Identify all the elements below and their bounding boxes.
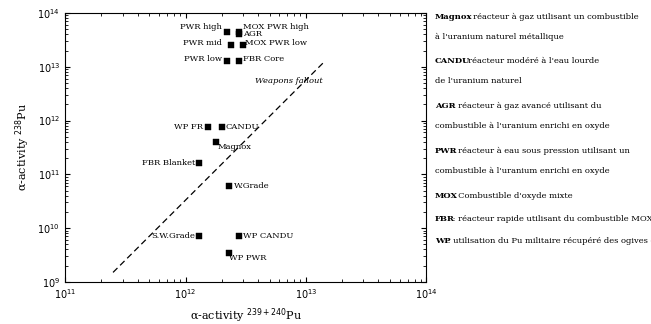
Text: : réacteur à eau sous pression utilisant un: : réacteur à eau sous pression utilisant…	[450, 147, 630, 155]
Text: PWR low: PWR low	[184, 55, 222, 63]
Text: MOX PWR low: MOX PWR low	[245, 39, 307, 47]
Text: de l'uranium naturel: de l'uranium naturel	[435, 77, 522, 86]
Text: MOX: MOX	[435, 192, 458, 200]
Text: : Combustible d'oxyde mixte: : Combustible d'oxyde mixte	[450, 192, 573, 200]
Text: : réacteur rapide utilisant du combustible MOX: : réacteur rapide utilisant du combustib…	[450, 214, 651, 223]
Text: PWR mid: PWR mid	[183, 39, 222, 47]
Text: : réacteur à gaz avancé utilisant du: : réacteur à gaz avancé utilisant du	[450, 102, 602, 110]
Text: combustible à l'uranium enrichi en oxyde: combustible à l'uranium enrichi en oxyde	[435, 122, 610, 130]
Text: MOX PWR high: MOX PWR high	[243, 23, 309, 31]
Text: WP: WP	[435, 237, 450, 245]
Y-axis label: α-activity $^{238}$Pu: α-activity $^{238}$Pu	[13, 103, 32, 191]
Text: Weapons fallout: Weapons fallout	[255, 77, 323, 86]
Text: S.W.Grade: S.W.Grade	[151, 232, 195, 240]
Text: PWR: PWR	[435, 147, 458, 155]
Text: : utilisation du Pu militaire récupéré des ogives démontées: : utilisation du Pu militaire récupéré d…	[445, 237, 651, 245]
Text: : réacteur modéré à l'eau lourde: : réacteur modéré à l'eau lourde	[460, 57, 599, 65]
Text: FBR Blanket: FBR Blanket	[142, 159, 195, 167]
Text: WP CANDU: WP CANDU	[243, 232, 294, 240]
Text: PWR high: PWR high	[180, 23, 222, 31]
Text: AGR: AGR	[435, 102, 456, 110]
Text: combustible à l'uranium enrichi en oxyde: combustible à l'uranium enrichi en oxyde	[435, 167, 610, 175]
Text: : réacteur à gaz utilisant un combustible: : réacteur à gaz utilisant un combustibl…	[465, 13, 639, 21]
Text: CANDU: CANDU	[226, 123, 259, 131]
X-axis label: α-activity $^{239+240}$Pu: α-activity $^{239+240}$Pu	[189, 306, 302, 324]
Text: Magnox: Magnox	[217, 143, 252, 151]
Text: CANDU: CANDU	[435, 57, 471, 65]
Text: Magnox: Magnox	[435, 13, 473, 21]
Text: W.Grade: W.Grade	[234, 182, 269, 190]
Text: WP PWR: WP PWR	[229, 254, 266, 262]
Text: FBR Core: FBR Core	[243, 55, 284, 63]
Text: WP FR: WP FR	[174, 123, 203, 131]
Text: FBR: FBR	[435, 214, 455, 223]
Text: AGR: AGR	[243, 30, 262, 38]
Text: à l'uranium naturel métallique: à l'uranium naturel métallique	[435, 33, 564, 41]
